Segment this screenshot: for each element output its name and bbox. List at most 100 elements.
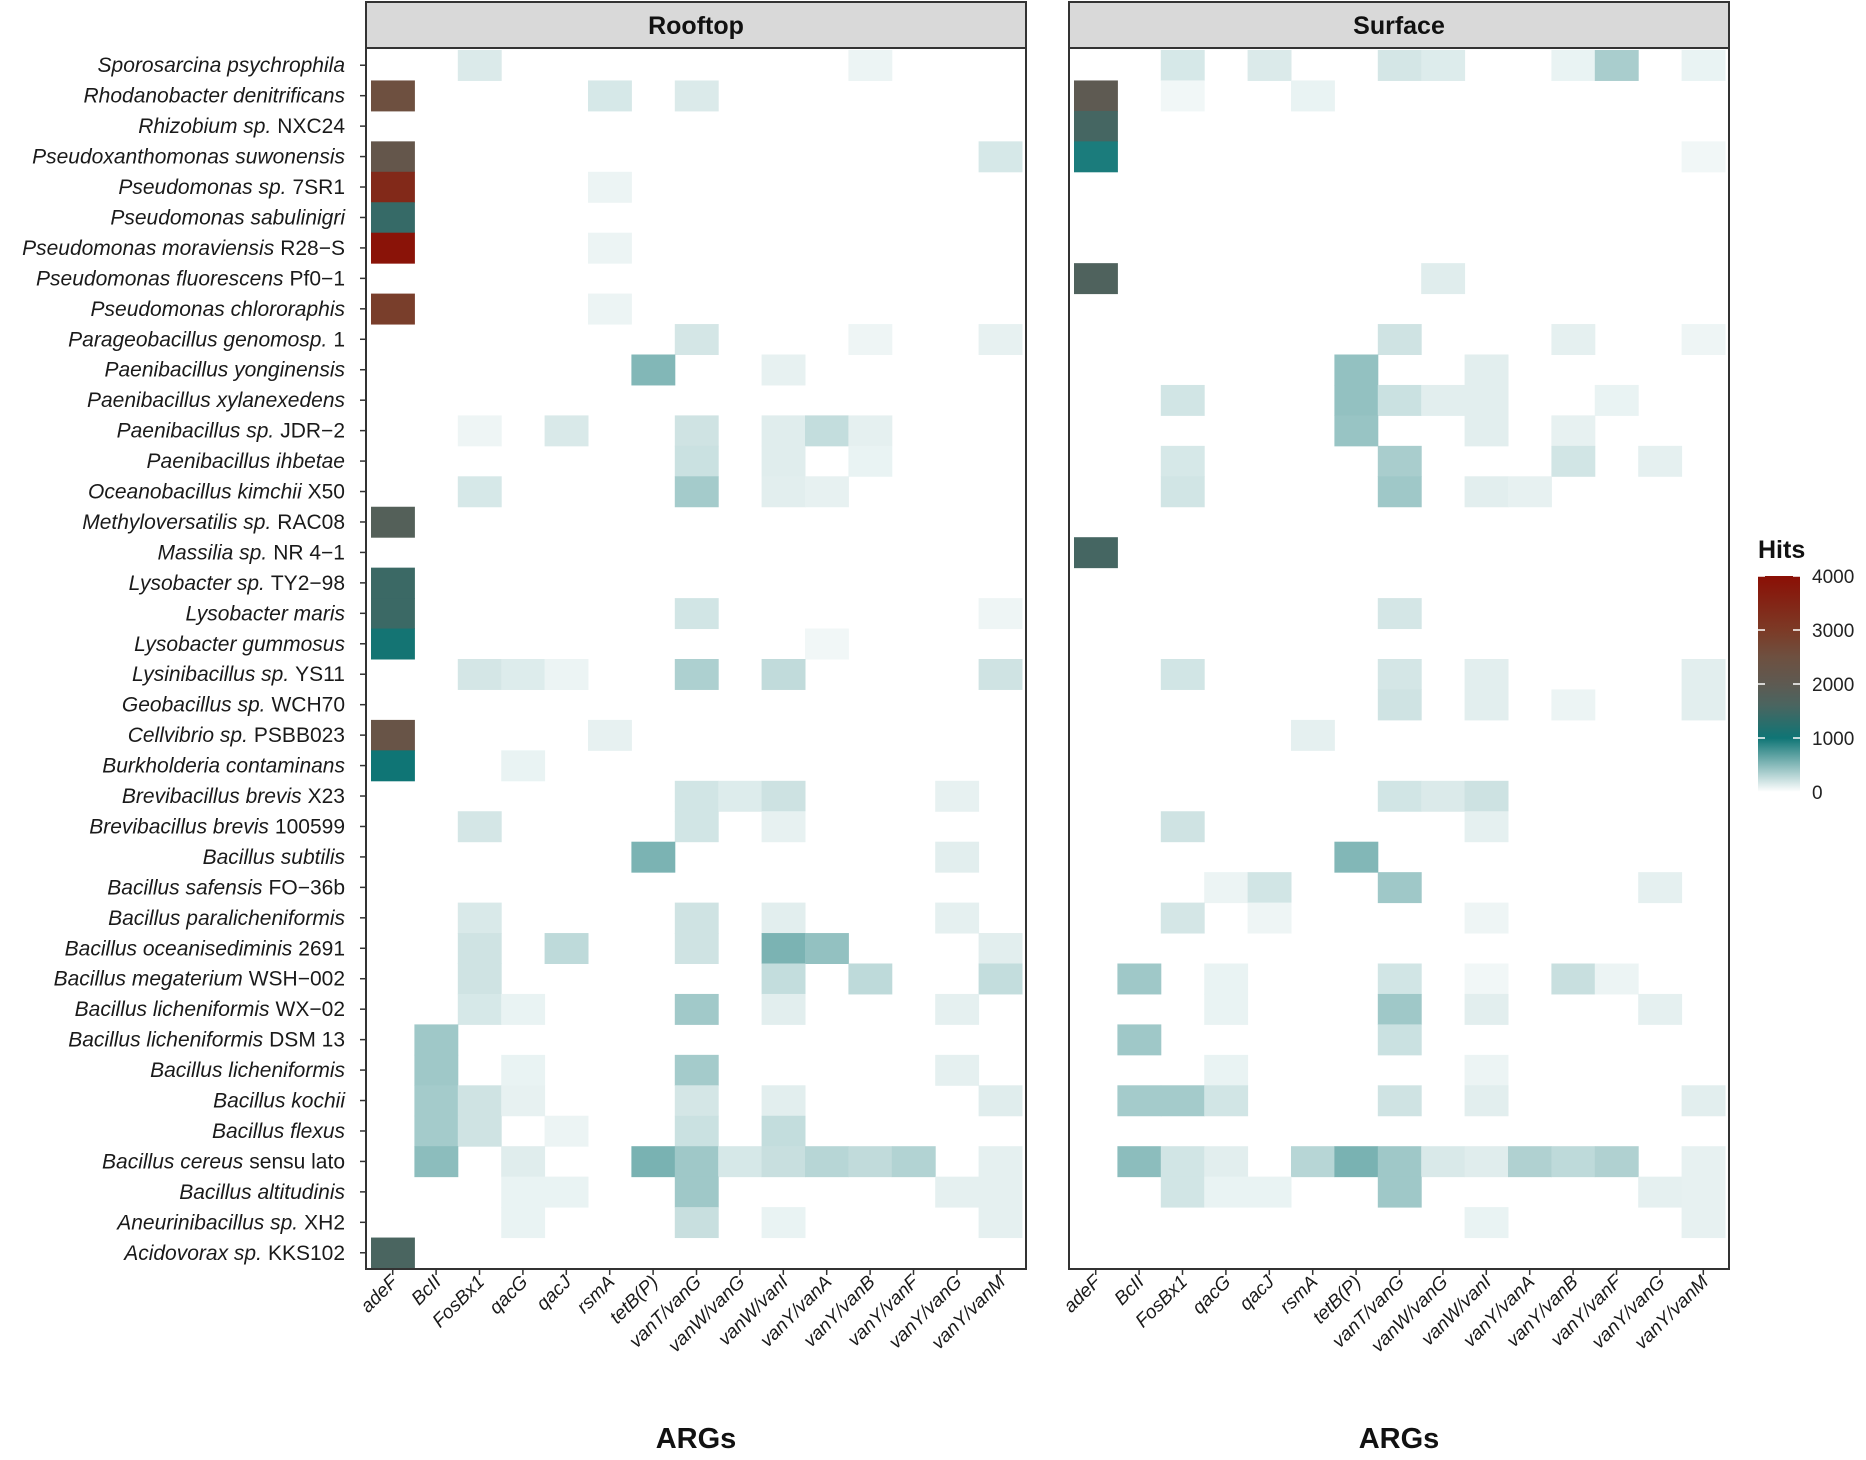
species-name: Bacillus subtilis bbox=[203, 846, 346, 869]
heatmap-cell bbox=[674, 902, 719, 934]
heatmap-cell bbox=[674, 598, 719, 630]
heatmap-cell bbox=[457, 811, 502, 843]
heatmap-cell bbox=[1551, 415, 1596, 447]
species-name: Cellvibrio sp. bbox=[128, 724, 248, 747]
heatmap-cell bbox=[371, 141, 415, 173]
heatmap-cell bbox=[371, 628, 415, 660]
column-label: qacJ bbox=[533, 1271, 577, 1315]
heatmap-cell bbox=[674, 1207, 719, 1239]
heatmap-cell bbox=[1421, 780, 1466, 812]
heatmap-cell bbox=[674, 80, 719, 112]
heatmap-cell bbox=[588, 171, 632, 203]
heatmap-cell bbox=[414, 1115, 459, 1147]
heatmap-cell bbox=[457, 993, 502, 1025]
row-label: Rhizobium sp. NXC24 bbox=[138, 115, 345, 138]
heatmap-cell bbox=[588, 719, 632, 751]
heatmap-cell bbox=[1204, 1085, 1249, 1117]
heatmap-cell bbox=[414, 1085, 459, 1117]
row-label: Pseudomonas moraviensis R28−S bbox=[22, 237, 345, 260]
heatmap-cell bbox=[1117, 1024, 1162, 1056]
heatmap-cell bbox=[1594, 1146, 1639, 1178]
heatmap-cell bbox=[457, 963, 502, 995]
heatmap-cell bbox=[588, 80, 632, 112]
row-label: Pseudomonas chlororaphis bbox=[91, 298, 346, 321]
heatmap-cell bbox=[674, 1176, 719, 1208]
heatmap-cell bbox=[848, 1146, 893, 1178]
heatmap-cell bbox=[501, 1146, 546, 1178]
row-label: Bacillus subtilis bbox=[203, 846, 346, 869]
heatmap-cell bbox=[761, 415, 806, 447]
heatmap-cell bbox=[1377, 384, 1422, 416]
strain-name: PSBB023 bbox=[254, 724, 345, 747]
heatmap-cell bbox=[1204, 872, 1249, 904]
heatmap-cell bbox=[1074, 110, 1118, 142]
heatmap-cell bbox=[1247, 50, 1292, 81]
row-label: Pseudoxanthomonas suwonensis bbox=[32, 146, 345, 169]
species-name: Pseudomonas chlororaphis bbox=[91, 298, 346, 321]
row-label: Pseudomonas sabulinigri bbox=[110, 206, 346, 229]
heatmap-cell bbox=[371, 598, 415, 630]
column-label: qacJ bbox=[1236, 1271, 1280, 1315]
heatmap-cell bbox=[805, 476, 849, 508]
row-label: Parageobacillus genomosp. 1 bbox=[68, 328, 345, 351]
heatmap-cell bbox=[761, 476, 806, 508]
heatmap-cell bbox=[544, 1115, 589, 1147]
heatmap-cell bbox=[1160, 902, 1205, 934]
heatmap-cell bbox=[1160, 50, 1205, 81]
heatmap-cell bbox=[761, 659, 806, 690]
heatmap-cell bbox=[978, 1146, 1023, 1178]
row-label: Sporosarcina psychrophila bbox=[98, 54, 345, 77]
heatmap-cell bbox=[761, 902, 806, 934]
heatmap-cell bbox=[1377, 872, 1422, 904]
strain-name: X23 bbox=[308, 785, 345, 808]
heatmap-cell bbox=[1377, 324, 1422, 355]
heatmap-cell bbox=[1464, 415, 1509, 447]
heatmap-cell bbox=[674, 1054, 719, 1086]
row-label: Burkholderia contaminans bbox=[102, 755, 345, 778]
heatmap-cell bbox=[674, 476, 719, 508]
heatmap-cell bbox=[371, 232, 415, 264]
heatmap-cell bbox=[501, 1054, 546, 1086]
row-label: Bacillus safensis FO−36b bbox=[107, 876, 345, 899]
row-label: Rhodanobacter denitrificans bbox=[84, 85, 346, 108]
heatmap-cell bbox=[1464, 659, 1509, 690]
heatmap-cell bbox=[674, 1115, 719, 1147]
heatmap-cell bbox=[674, 659, 719, 690]
strain-name: RAC08 bbox=[277, 511, 345, 534]
heatmap-cell bbox=[1681, 324, 1726, 355]
heatmap-cell bbox=[1551, 445, 1596, 477]
row-label: Massilia sp. NR 4−1 bbox=[158, 541, 346, 564]
strain-name: DSM 13 bbox=[269, 1029, 345, 1052]
strain-name: 7SR1 bbox=[292, 176, 345, 199]
heatmap-cell bbox=[1247, 1176, 1292, 1208]
heatmap-cell bbox=[1638, 993, 1683, 1025]
row-label: Lysobacter sp. TY2−98 bbox=[129, 572, 345, 595]
strain-name: WCH70 bbox=[271, 694, 345, 717]
heatmap-cell bbox=[501, 750, 546, 782]
heatmap-cell bbox=[805, 933, 849, 964]
row-label: Aneurinibacillus sp. XH2 bbox=[115, 1211, 345, 1234]
species-name: Aneurinibacillus sp. bbox=[115, 1211, 298, 1234]
heatmap-cell bbox=[1291, 80, 1335, 112]
heatmap-cell bbox=[978, 963, 1023, 995]
row-label: Bacillus licheniformis WX−02 bbox=[75, 998, 345, 1021]
row-label: Paenibacillus ihbetae bbox=[147, 450, 345, 473]
x-axis-title: ARGs bbox=[656, 1423, 737, 1455]
species-name: Pseudomonas moraviensis bbox=[22, 237, 275, 260]
row-label: Lysobacter maris bbox=[185, 602, 345, 625]
legend: Hits 0 1000 2000 3000 4000 bbox=[1758, 536, 1854, 804]
heatmap-cell bbox=[1074, 80, 1118, 112]
heatmap-cell bbox=[371, 202, 415, 234]
heatmap-cell bbox=[1464, 476, 1509, 508]
strain-name: sensu lato bbox=[249, 1150, 345, 1173]
colorbar-label: 3000 bbox=[1812, 621, 1854, 642]
heatmap-cell bbox=[1291, 1146, 1335, 1178]
heatmap-cell bbox=[1377, 1146, 1422, 1178]
heatmap-cell bbox=[457, 476, 502, 508]
heatmap-cell bbox=[674, 324, 719, 355]
strain-name: KKS102 bbox=[268, 1242, 345, 1265]
heatmap-cell bbox=[674, 445, 719, 477]
heatmap-cell bbox=[1464, 780, 1509, 812]
